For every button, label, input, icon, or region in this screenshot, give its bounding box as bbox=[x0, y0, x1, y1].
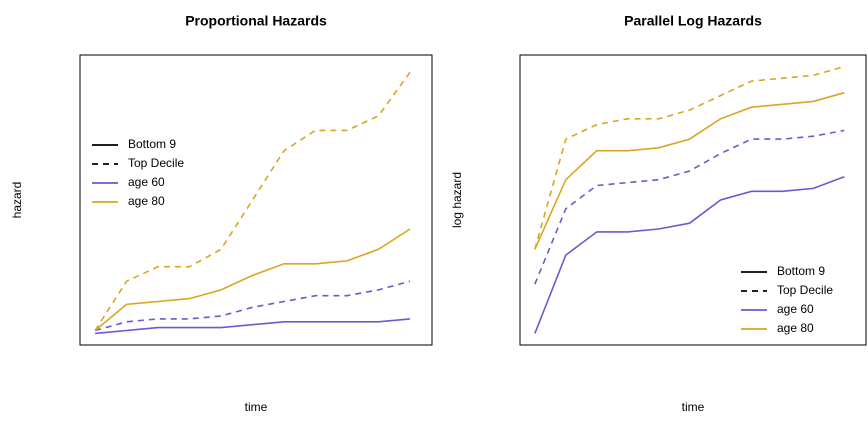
plot-box bbox=[519, 54, 867, 346]
legend-label: age 60 bbox=[777, 302, 814, 316]
plot-box bbox=[79, 54, 433, 346]
chart-title: Proportional Hazards bbox=[185, 13, 327, 29]
y-axis-label: log hazard bbox=[450, 172, 464, 228]
x-axis-label: time bbox=[682, 400, 705, 414]
legend-label: Top Decile bbox=[777, 283, 833, 297]
line bbox=[534, 129, 845, 285]
line bbox=[534, 176, 845, 334]
chart-title: Parallel Log Hazards bbox=[624, 13, 762, 29]
legend-label: Top Decile bbox=[128, 156, 184, 170]
legend-label: age 80 bbox=[777, 321, 814, 335]
line bbox=[534, 65, 845, 250]
line bbox=[95, 318, 411, 335]
line bbox=[94, 280, 411, 332]
x-axis-label: time bbox=[245, 400, 268, 414]
line bbox=[534, 91, 845, 250]
legend-label: age 80 bbox=[128, 194, 165, 208]
legend-label: Bottom 9 bbox=[777, 264, 825, 278]
y-axis-label: hazard bbox=[10, 182, 24, 219]
line bbox=[94, 71, 411, 331]
legend-label: Bottom 9 bbox=[128, 137, 176, 151]
line bbox=[94, 228, 411, 332]
legend-label: age 60 bbox=[128, 175, 165, 189]
